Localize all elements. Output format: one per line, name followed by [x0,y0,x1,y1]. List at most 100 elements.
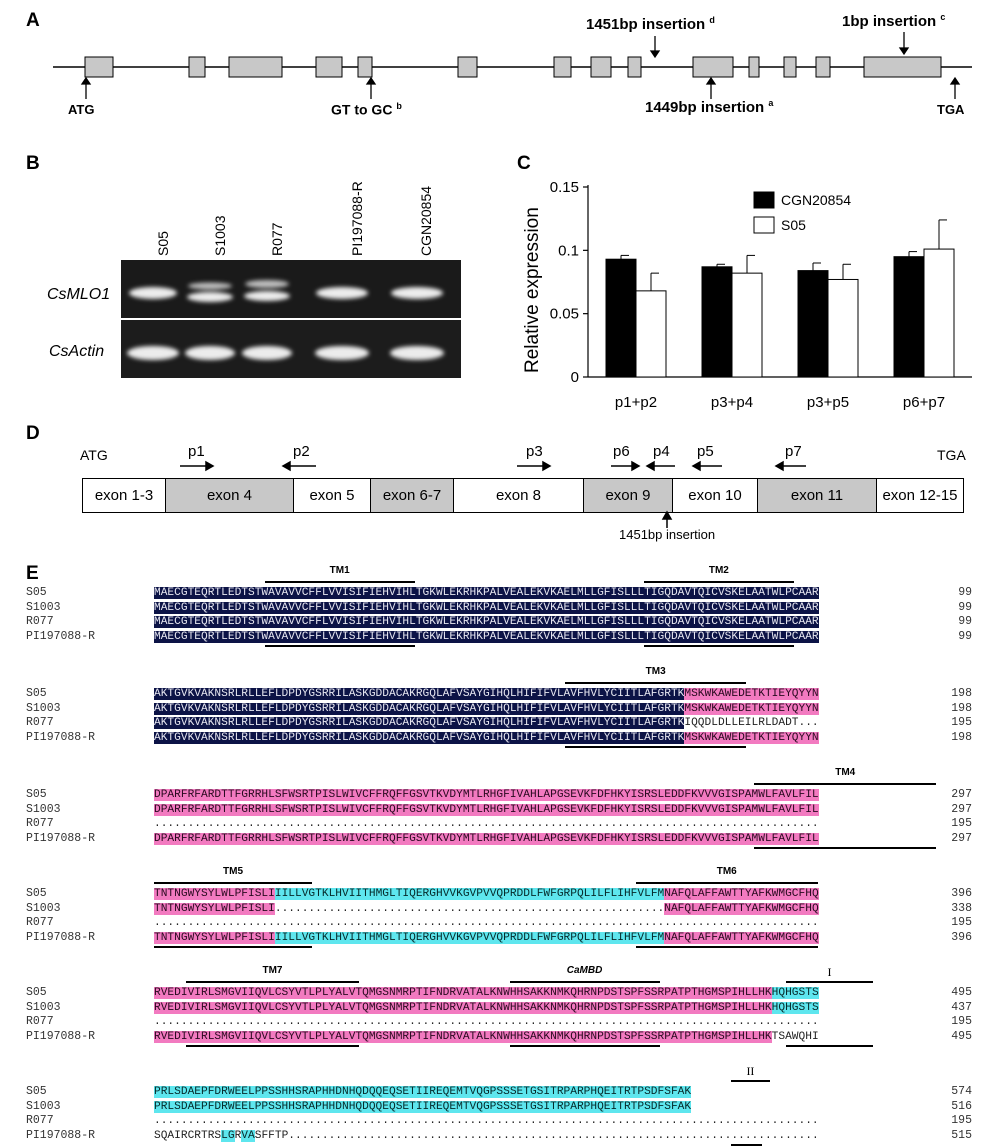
insertion-site-label: 1451bp insertion [619,527,716,542]
x-tick-label: p6+p7 [903,394,945,411]
y-tick-label: 0 [571,369,579,386]
gel-band [391,287,443,299]
sequence-name: R077 [26,1015,54,1028]
sequence-end-position: 437 [951,1000,972,1014]
sequence-name: PI197088-R [26,930,96,944]
domain-bar [185,981,360,983]
sequence-row: MAECGTEQRTLEDTSTWAVAVVCFFLVVISIFIEHVIHLT… [154,630,819,643]
primer-label: p7 [785,443,802,460]
sequence-row: MAECGTEQRTLEDTSTWAVAVVCFFLVVISIFIEHVIHLT… [154,587,819,599]
domain-bar [264,581,415,583]
sequence-name: S1003 [26,802,61,816]
insertion-1bp-label: 1bp insertion c [842,12,946,30]
sequence-end-position: 198 [951,730,972,744]
sequence-row: AKTGVKVAKNSRLRLLEFLDPDYGSRRILASKGDDACAKR… [154,717,819,729]
bar [635,290,667,378]
gene-exon [228,56,283,78]
sequence-end-position: 297 [951,788,972,801]
lane-label: S1003 [212,215,228,256]
sequence-name: R077 [26,716,54,729]
segment-exon-11: exon 11 [758,479,877,512]
gene-exon [863,56,942,78]
bar [797,270,829,378]
sequence-row: MAECGTEQRTLEDTSTWAVAVVCFFLVVISIFIEHVIHLT… [154,601,819,614]
primer-label: p4 [653,443,670,460]
sequence-end-position: 195 [951,817,972,830]
legend-swatch [753,216,775,234]
domain-bar [643,581,794,583]
tga-label: TGA [937,447,966,463]
domain-bar [730,1080,771,1082]
gene-structure-diagram [53,32,972,99]
domain-label: TM4 [835,767,856,778]
primer-label: p1 [188,443,205,460]
sequence-end-position: 195 [951,1114,972,1127]
sequence-row: RVEDIVIRLSMGVIIQVLCSYVTLPLYALVTQMGSNMRPT… [154,987,819,999]
y-tick-label: 0.05 [550,306,579,323]
lane-label: R077 [269,222,285,256]
domain-bar [564,682,747,684]
lane-label: S05 [155,231,171,256]
gene-exon [457,56,478,78]
sequence-end-position: 515 [951,1128,972,1142]
gene-exon [783,56,797,78]
panel-b-letter: B [26,153,40,174]
bar [893,256,925,378]
sequence-end-position: 99 [958,629,972,643]
segment-exon-4: exon 4 [166,479,294,512]
sequence-name: R077 [26,1114,54,1127]
sequence-row: SQAIRCRTRSLGRVASFFTP....................… [154,1129,819,1142]
gel-band [188,282,232,290]
domain-underline [264,645,415,647]
gel-image [121,260,461,378]
domain-underline [564,746,747,748]
gel-row-label: CsActin [49,343,105,360]
sequence-row: AKTGVKVAKNSRLRLLEFLDPDYGSRRILASKGDDACAKR… [154,688,819,700]
primer-label: p5 [697,443,714,460]
sequence-row: PRLSDAEPFDRWEELPPSSHHSRAPHHDNHQDQQEQSETI… [154,1086,692,1098]
gel-row-label: CsMLO1 [47,286,111,303]
domain-underline [509,1045,660,1047]
gt-to-gc-label: GT to GC b [331,101,402,118]
sequence-end-position: 297 [951,831,972,845]
gel-band [187,292,233,302]
gel-band [390,346,444,360]
gel-band [129,287,177,299]
bar [827,278,859,378]
insertion-1451-label: 1451bp insertion d [586,15,715,33]
sequence-name: S05 [26,1085,47,1098]
x-tick-label: p3+p5 [807,394,849,411]
sequence-name: PI197088-R [26,730,96,744]
sequence-row: AKTGVKVAKNSRLRLLEFLDPDYGSRRILASKGDDACAKR… [154,731,819,744]
panel-a-letter: A [26,10,40,31]
domain-label: I [827,965,832,979]
insertion-1449-label: 1449bp insertion a [645,98,774,116]
sequence-row: RVEDIVIRLSMGVIIQVLCSYVTLPLYALVTQMGSNMRPT… [154,1030,819,1043]
sequence-row: ........................................… [154,818,819,830]
gel-band [244,291,290,301]
domain-underline [786,1045,873,1047]
segment-exon-12-15: exon 12-15 [877,479,963,512]
sequence-row: DPARFRFARDTTFGRRHLSFWSRTPISLWIVCFFRQFFGS… [154,803,819,816]
domain-bar [509,981,660,983]
sequence-row: ........................................… [154,1115,819,1127]
gene-exon [315,56,343,78]
panel-e-letter: E [26,563,39,584]
sequence-end-position: 338 [951,901,972,915]
sequence-end-position: 99 [958,615,972,628]
domain-underline [643,645,794,647]
domain-label: CaMBD [566,965,603,976]
sequence-name: S05 [26,986,47,999]
gene-exon [692,56,734,78]
sequence-end-position: 198 [951,701,972,715]
domain-underline [754,847,937,849]
sequence-end-position: 396 [951,930,972,944]
legend-label: S05 [781,217,806,233]
sequence-end-position: 195 [951,1015,972,1028]
y-tick-label: 0.15 [550,179,579,196]
domain-bar [635,882,818,884]
y-tick-label: 0.1 [558,242,579,259]
sequence-end-position: 99 [958,586,972,599]
gene-exon [553,56,572,78]
gel-band [242,346,292,360]
